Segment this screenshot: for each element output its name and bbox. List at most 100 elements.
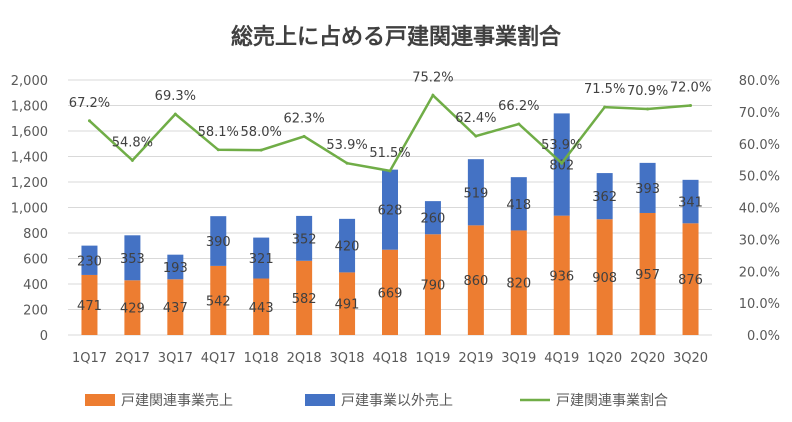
x-tick-label: 3Q18 [330, 351, 365, 366]
data-label-ratio: 72.0% [670, 81, 711, 96]
data-label-other: 420 [335, 240, 360, 255]
y-right-tick-label: 60.0% [739, 138, 780, 153]
y-left-tick-label: 1,200 [11, 176, 48, 191]
data-label-other: 393 [635, 182, 660, 197]
y-left-tick-label: 1,000 [11, 202, 48, 217]
data-label-ratio: 69.3% [155, 89, 196, 104]
data-label-other: 390 [206, 235, 231, 250]
bar-segment-housing [124, 280, 141, 335]
y-right-tick-label: 0.0% [747, 329, 780, 344]
ratio-point [560, 161, 564, 165]
ratio-point [87, 119, 91, 123]
y-right-tick-label: 20.0% [739, 265, 780, 280]
bar-segment-other [639, 162, 656, 213]
bar-segment-other [124, 235, 141, 281]
chart-title: 総売上に占める戸建関連事業割合 [231, 24, 562, 50]
bar-segment-housing [339, 272, 356, 335]
bar-segment-other [682, 179, 699, 224]
data-label-other: 260 [421, 212, 446, 227]
y-left-tick-label: 2,000 [11, 74, 48, 89]
data-label-ratio: 53.9% [541, 138, 582, 153]
bar-segment-other [339, 218, 356, 273]
ratio-point [603, 105, 607, 109]
ratio-point [431, 93, 435, 97]
x-tick-label: 3Q19 [501, 351, 536, 366]
bar-segment-other [253, 237, 270, 279]
bar-segment-housing [253, 278, 270, 335]
ratio-point [259, 148, 263, 152]
data-label-other: 321 [249, 252, 274, 267]
ratio-point [646, 107, 650, 111]
data-label-housing: 443 [249, 301, 274, 316]
data-label-housing: 582 [292, 292, 317, 307]
y-left-tick-label: 0 [40, 329, 48, 344]
legend-label: 戸建事業以外売上 [341, 393, 453, 409]
bar-segment-housing [639, 212, 656, 335]
bar-segment-other [467, 159, 484, 226]
legend-swatch [85, 394, 115, 406]
data-label-ratio: 66.2% [498, 99, 539, 114]
data-label-ratio: 62.3% [283, 111, 324, 126]
x-tick-label: 4Q18 [372, 351, 407, 366]
data-label-ratio: 62.4% [455, 111, 496, 126]
bar-segment-other [167, 254, 184, 280]
bar-segment-housing [81, 274, 98, 335]
data-label-other: 353 [120, 252, 145, 267]
legend-label: 戸建関連事業売上 [121, 393, 233, 409]
bar-segment-other [296, 215, 313, 261]
data-label-other: 519 [463, 186, 488, 201]
data-label-housing: 820 [506, 277, 531, 292]
legend-swatch [305, 394, 335, 406]
data-label-ratio: 58.1% [198, 125, 239, 140]
bar-segment-housing [382, 249, 398, 335]
ratio-point [173, 112, 177, 116]
ratio-point [388, 169, 392, 173]
data-label-housing: 542 [206, 294, 231, 309]
y-left-tick-label: 800 [23, 227, 48, 242]
data-label-other: 802 [549, 159, 574, 174]
x-tick-label: 4Q17 [201, 351, 236, 366]
data-label-ratio: 54.8% [112, 135, 153, 150]
ratio-point [474, 134, 478, 138]
x-tick-label: 1Q19 [415, 351, 450, 366]
x-tick-label: 1Q20 [587, 351, 622, 366]
data-label-other: 193 [163, 261, 188, 276]
bar-segment-housing [424, 234, 441, 335]
y-right-tick-label: 30.0% [739, 233, 780, 248]
bar-segment-other [81, 245, 98, 275]
ratio-point [130, 158, 134, 162]
bar-segment-housing [210, 265, 227, 335]
bar-segment-housing [467, 225, 484, 335]
y-right-tick-label: 80.0% [739, 74, 780, 89]
bar-segment-housing [682, 223, 699, 335]
ratio-point [216, 148, 220, 152]
x-tick-label: 2Q17 [115, 351, 150, 366]
data-label-ratio: 75.2% [412, 70, 453, 85]
y-right-tick-label: 50.0% [739, 170, 780, 185]
x-tick-label: 2Q19 [458, 351, 493, 366]
data-label-housing: 860 [463, 274, 488, 289]
bar-segment-other [596, 173, 613, 220]
bar-segment-housing [510, 230, 527, 335]
data-label-other: 352 [292, 232, 317, 247]
ratio-point [517, 122, 521, 126]
x-tick-label: 2Q20 [630, 351, 665, 366]
x-tick-label: 2Q18 [287, 351, 322, 366]
bar-segment-other [210, 216, 227, 266]
data-label-other: 418 [506, 198, 531, 213]
x-tick-label: 3Q20 [673, 351, 708, 366]
bar-segment-other [510, 177, 527, 231]
bar-segment-other [382, 169, 398, 250]
x-tick-label: 1Q18 [244, 351, 279, 366]
y-left-tick-label: 1,800 [11, 100, 48, 115]
data-label-housing: 876 [678, 273, 703, 288]
data-label-housing: 429 [120, 302, 145, 317]
y-left-tick-label: 1,600 [11, 125, 48, 140]
ratio-point [345, 161, 349, 165]
y-right-tick-label: 40.0% [739, 202, 780, 217]
y-left-tick-label: 1,400 [11, 151, 48, 166]
data-label-ratio: 53.9% [326, 138, 367, 153]
data-label-other: 628 [378, 204, 403, 219]
bar-segment-housing [296, 260, 313, 335]
